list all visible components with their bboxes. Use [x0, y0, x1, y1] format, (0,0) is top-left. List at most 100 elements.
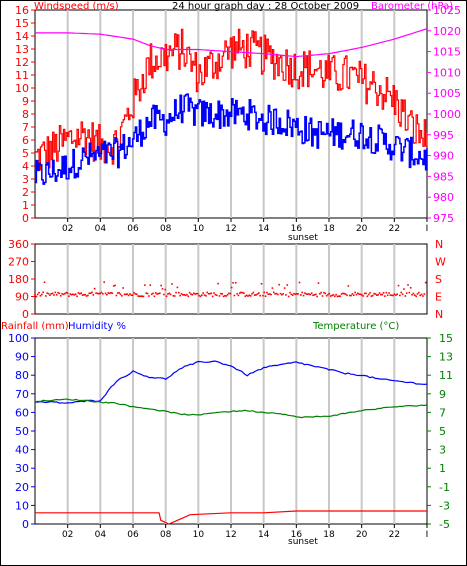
baro-ytick-label: 1000 [433, 108, 461, 121]
direction-point [123, 293, 126, 296]
direction-point [172, 294, 175, 297]
direction-point [93, 287, 96, 290]
compass-label: W [435, 256, 446, 269]
direction-point [408, 291, 411, 294]
direction-point [294, 293, 297, 296]
wind-x-tick-label: I [426, 224, 429, 234]
direction-point [369, 291, 371, 294]
direction-point [268, 293, 271, 295]
direction-point [236, 292, 238, 295]
humidity-ytick-label: 0 [22, 518, 29, 531]
direction-point [413, 294, 416, 297]
direction-point [148, 295, 150, 297]
direction-point [152, 292, 154, 295]
direction-point [275, 292, 278, 295]
direction-point [424, 281, 427, 284]
wind-ytick-label: 8 [22, 108, 29, 121]
direction-point [323, 291, 325, 294]
direction-point [426, 292, 428, 294]
direction-ytick-label: 180 [8, 273, 29, 286]
direction-point [111, 292, 114, 295]
climate-x-tick-label: 22 [389, 530, 400, 540]
direction-point [108, 292, 111, 295]
direction-point [304, 292, 306, 294]
direction-point [282, 292, 285, 295]
humidity-ytick-label: 50 [15, 425, 29, 438]
direction-point [59, 295, 62, 297]
climate-x-tick-label: 06 [127, 530, 139, 540]
direction-point [239, 292, 241, 294]
direction-point [35, 295, 38, 298]
direction-point [186, 293, 188, 296]
direction-point [130, 294, 133, 296]
wind-x-tick-label: 10 [193, 224, 205, 234]
direction-point [313, 294, 316, 296]
direction-point [39, 294, 42, 297]
direction-point [359, 293, 362, 296]
direction-point [129, 293, 131, 295]
direction-point [153, 295, 156, 298]
climate-x-tick-label: 04 [95, 530, 107, 540]
direction-point [397, 284, 400, 287]
direction-point [141, 295, 143, 298]
direction-point [168, 292, 171, 295]
direction-point [258, 292, 260, 294]
wind-x-tick-label: 22 [389, 224, 400, 234]
direction-point [253, 294, 256, 296]
direction-point [131, 294, 134, 297]
direction-point [243, 292, 245, 294]
temp-ytick-label: 15 [439, 332, 453, 345]
direction-point [342, 292, 344, 295]
direction-point [36, 293, 39, 296]
direction-ytick-label: 90 [15, 291, 29, 304]
direction-point [137, 295, 139, 297]
direction-point [158, 292, 161, 295]
direction-point [396, 293, 398, 296]
climate-x-tick-label: 08 [160, 530, 172, 540]
direction-point [389, 294, 392, 296]
direction-point [333, 295, 336, 298]
barometer-line [35, 28, 428, 58]
wind-ytick-label: 12 [15, 56, 29, 69]
wind-x-tick-label: 04 [95, 224, 107, 234]
direction-point [95, 292, 97, 294]
direction-point [411, 293, 413, 296]
direction-point [199, 295, 202, 298]
direction-point [361, 294, 363, 296]
direction-point [206, 291, 209, 294]
direction-point [45, 295, 47, 297]
direction-point [325, 294, 328, 297]
direction-point [248, 294, 251, 297]
direction-point [58, 292, 61, 295]
direction-point [165, 295, 168, 298]
direction-point [73, 294, 76, 296]
direction-point [209, 292, 211, 295]
direction-point [332, 294, 335, 296]
direction-point [390, 294, 393, 297]
direction-point [233, 294, 236, 297]
direction-point [104, 292, 107, 295]
direction-point [400, 291, 403, 294]
direction-point [51, 292, 54, 295]
direction-point [416, 293, 419, 295]
wind-x-tick-label: 18 [323, 224, 335, 234]
temp-ytick-label: -5 [439, 518, 450, 531]
direction-point [283, 287, 286, 289]
graph-title: 24 hour graph day : 28 October 2009 [172, 1, 360, 12]
bottom-sunset-label: sunset [288, 537, 318, 547]
direction-point [213, 292, 215, 294]
direction-point [68, 295, 70, 298]
direction-point [256, 293, 259, 295]
direction-point [384, 295, 386, 297]
direction-point [87, 294, 89, 297]
direction-point [395, 294, 397, 296]
direction-point [144, 284, 146, 286]
direction-point [367, 293, 370, 296]
direction-point [78, 292, 81, 295]
wind-ytick-label: 16 [15, 4, 29, 17]
direction-point [321, 295, 324, 297]
compass-label: S [435, 273, 442, 286]
direction-point [301, 291, 304, 294]
direction-point [274, 293, 276, 295]
